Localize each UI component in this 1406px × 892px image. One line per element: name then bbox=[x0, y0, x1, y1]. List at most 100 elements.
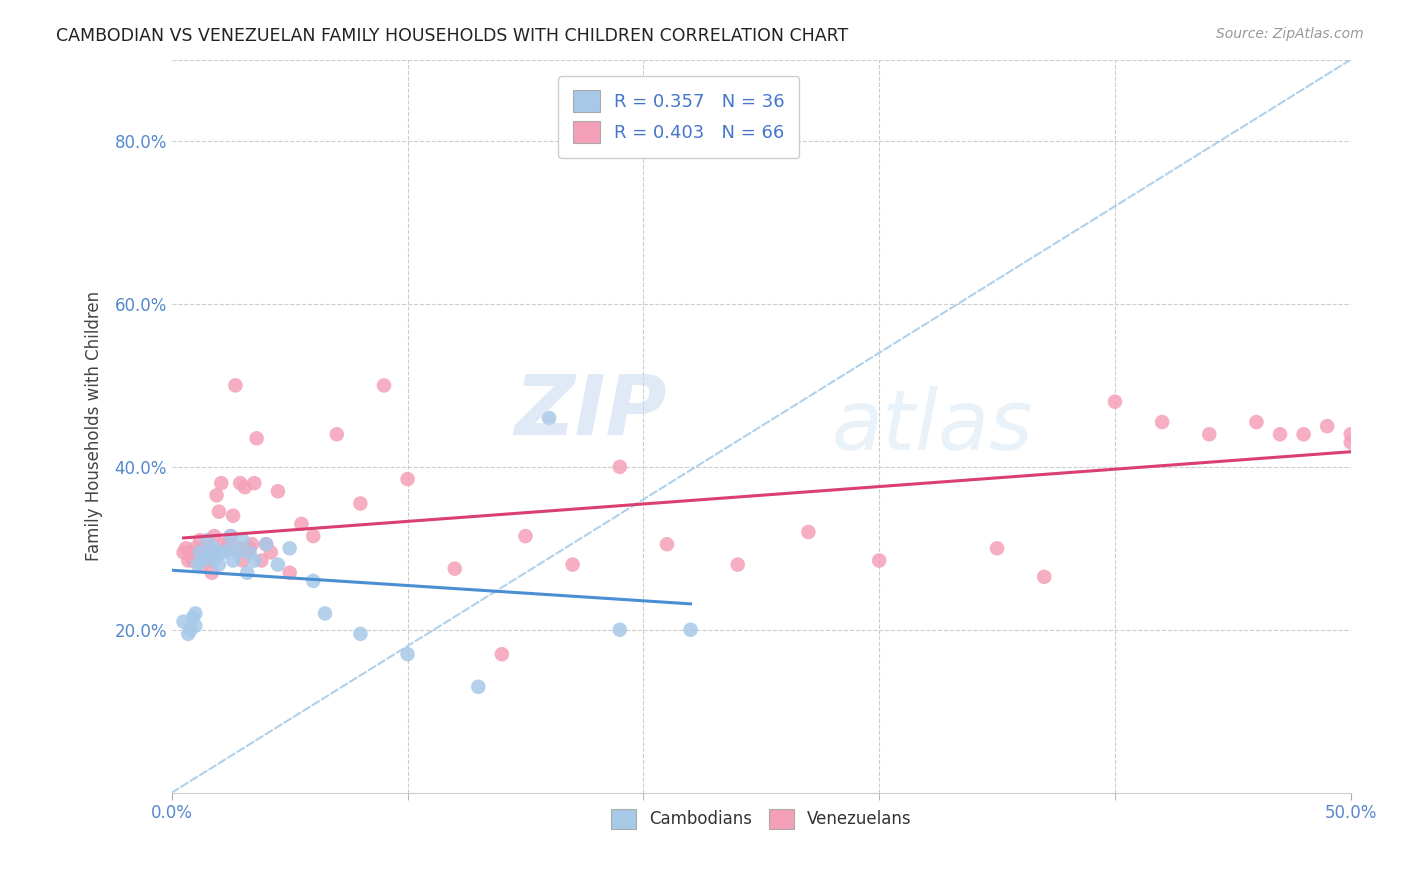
Point bbox=[217, 537, 239, 551]
Point bbox=[191, 545, 214, 559]
Point bbox=[373, 378, 395, 392]
Legend: Cambodians, Venezuelans: Cambodians, Venezuelans bbox=[605, 802, 918, 836]
Text: ZIP: ZIP bbox=[515, 371, 666, 452]
Point bbox=[222, 553, 245, 567]
Point bbox=[679, 623, 702, 637]
Point bbox=[240, 537, 263, 551]
Point bbox=[302, 574, 325, 588]
Point bbox=[233, 480, 256, 494]
Point bbox=[236, 566, 259, 580]
Point bbox=[797, 524, 820, 539]
Point bbox=[188, 533, 211, 548]
Point bbox=[254, 537, 277, 551]
Point bbox=[236, 541, 259, 556]
Point bbox=[184, 618, 207, 632]
Point bbox=[655, 537, 678, 551]
Point bbox=[467, 680, 489, 694]
Point bbox=[1152, 415, 1174, 429]
Point bbox=[219, 529, 242, 543]
Point bbox=[290, 516, 312, 531]
Point bbox=[194, 541, 217, 556]
Point bbox=[302, 529, 325, 543]
Point bbox=[1340, 427, 1362, 442]
Text: atlas: atlas bbox=[832, 385, 1033, 467]
Point bbox=[188, 545, 211, 559]
Point bbox=[515, 529, 537, 543]
Point bbox=[278, 541, 301, 556]
Point bbox=[561, 558, 583, 572]
Point bbox=[205, 488, 228, 502]
Point bbox=[195, 549, 218, 564]
Point bbox=[443, 562, 465, 576]
Point bbox=[1340, 435, 1362, 450]
Point bbox=[538, 411, 561, 425]
Point bbox=[1033, 570, 1056, 584]
Point bbox=[173, 615, 195, 629]
Point bbox=[267, 558, 290, 572]
Point bbox=[868, 553, 890, 567]
Point bbox=[491, 647, 513, 661]
Point bbox=[219, 529, 242, 543]
Point bbox=[243, 476, 266, 491]
Point bbox=[198, 541, 221, 556]
Point bbox=[224, 378, 246, 392]
Point bbox=[202, 541, 225, 556]
Point bbox=[177, 553, 200, 567]
Text: Source: ZipAtlas.com: Source: ZipAtlas.com bbox=[1216, 27, 1364, 41]
Point bbox=[195, 545, 218, 559]
Point bbox=[1316, 419, 1339, 434]
Point bbox=[181, 553, 204, 567]
Point bbox=[198, 553, 221, 567]
Point bbox=[208, 505, 231, 519]
Point bbox=[349, 627, 371, 641]
Point bbox=[396, 472, 419, 486]
Point bbox=[609, 459, 631, 474]
Point bbox=[195, 533, 218, 548]
Point bbox=[239, 545, 262, 559]
Point bbox=[1292, 427, 1315, 442]
Point bbox=[181, 610, 204, 624]
Point bbox=[184, 607, 207, 621]
Point bbox=[201, 566, 224, 580]
Point bbox=[173, 545, 195, 559]
Point bbox=[349, 496, 371, 510]
Point bbox=[243, 553, 266, 567]
Point bbox=[208, 558, 231, 572]
Point bbox=[396, 647, 419, 661]
Point bbox=[198, 545, 221, 559]
Point bbox=[209, 476, 232, 491]
Point bbox=[1246, 415, 1268, 429]
Point bbox=[1104, 394, 1126, 409]
Point bbox=[314, 607, 336, 621]
Text: CAMBODIAN VS VENEZUELAN FAMILY HOUSEHOLDS WITH CHILDREN CORRELATION CHART: CAMBODIAN VS VENEZUELAN FAMILY HOUSEHOLD… bbox=[56, 27, 848, 45]
Point bbox=[1198, 427, 1220, 442]
Point bbox=[231, 533, 253, 548]
Point bbox=[239, 541, 262, 556]
Point bbox=[226, 545, 249, 559]
Point bbox=[231, 553, 253, 567]
Point bbox=[278, 566, 301, 580]
Point bbox=[250, 553, 273, 567]
Point bbox=[212, 537, 235, 551]
Point bbox=[229, 476, 252, 491]
Point bbox=[187, 545, 209, 559]
Point bbox=[208, 545, 231, 559]
Point bbox=[180, 545, 202, 559]
Point bbox=[202, 553, 225, 567]
Point bbox=[184, 541, 207, 556]
Point bbox=[202, 529, 225, 543]
Point bbox=[177, 627, 200, 641]
Point bbox=[1268, 427, 1291, 442]
Point bbox=[180, 623, 202, 637]
Point bbox=[260, 545, 283, 559]
Point bbox=[191, 558, 214, 572]
Y-axis label: Family Households with Children: Family Households with Children bbox=[86, 291, 103, 561]
Point bbox=[986, 541, 1008, 556]
Point bbox=[212, 545, 235, 559]
Point bbox=[326, 427, 349, 442]
Point bbox=[222, 508, 245, 523]
Point bbox=[215, 541, 238, 556]
Point bbox=[226, 541, 249, 556]
Point bbox=[174, 541, 197, 556]
Point bbox=[609, 623, 631, 637]
